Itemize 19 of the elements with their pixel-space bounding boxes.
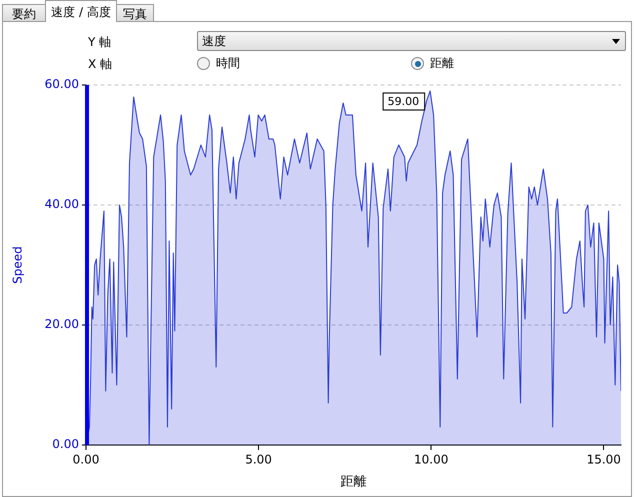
text: 写真 (116, 4, 154, 22)
y-tick-label: 40.00 (44, 197, 79, 212)
x-axis-title: 距離 (340, 474, 366, 490)
text: 速度 / 高度 (45, 0, 117, 22)
text: X 軸 (88, 56, 112, 73)
text: 時間 (215, 55, 240, 72)
y-axis-title: Speed (10, 246, 24, 284)
x-tick-label: 5.00 (245, 452, 272, 466)
text: Y 軸 (88, 34, 112, 51)
text: 速度 (197, 31, 626, 51)
y-tick-label: 20.00 (44, 317, 79, 332)
x-tick-label: 10.00 (414, 452, 448, 466)
y-tick-label: 0.00 (52, 437, 79, 452)
text: 距離 (429, 55, 454, 72)
text: 要約 (2, 4, 46, 22)
y-tick-label: 60.00 (44, 77, 79, 92)
annotation: 59.00 (388, 94, 420, 108)
x-tick-label: 0.00 (72, 452, 100, 466)
x-tick-label: 15.00 (586, 452, 621, 466)
